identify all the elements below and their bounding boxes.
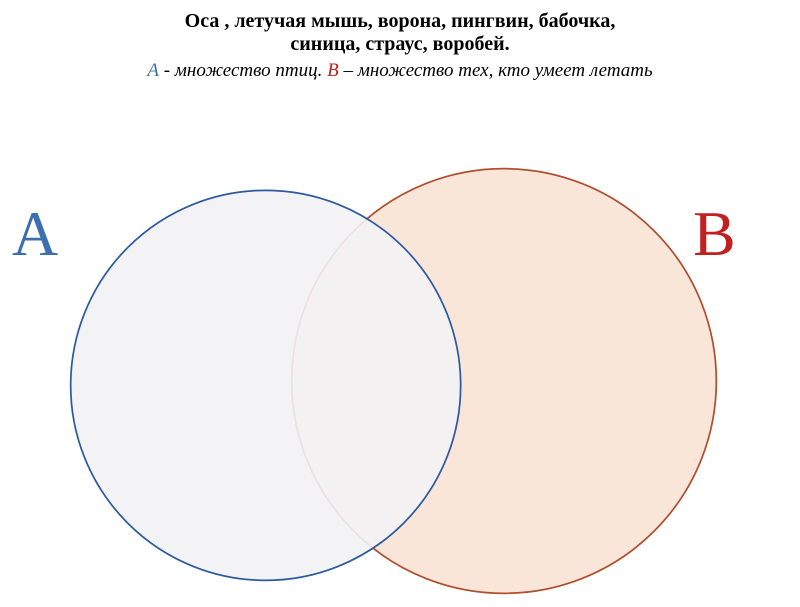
legend-b-prefix: В — [327, 60, 339, 81]
label-a: А — [12, 197, 58, 271]
legend-line: А - множество птиц. В – множество тех, к… — [0, 56, 800, 82]
label-b: В — [693, 197, 736, 271]
legend-a-prefix: А — [147, 60, 159, 81]
title-line-1: Оса , летучая мышь, ворона, пингвин, баб… — [0, 10, 800, 33]
circle-a — [71, 190, 461, 580]
legend-a-text: - множество птиц. — [159, 60, 327, 81]
title-block: Оса , летучая мышь, ворона, пингвин, баб… — [0, 0, 800, 82]
legend-b-text: – множество тех, кто умеет летать — [339, 60, 653, 81]
venn-diagram: А В — [0, 82, 800, 602]
diagram-container: Оса , летучая мышь, ворона, пингвин, баб… — [0, 0, 800, 600]
title-line-2: синица, страус, воробей. — [0, 33, 800, 56]
venn-svg — [0, 82, 800, 602]
